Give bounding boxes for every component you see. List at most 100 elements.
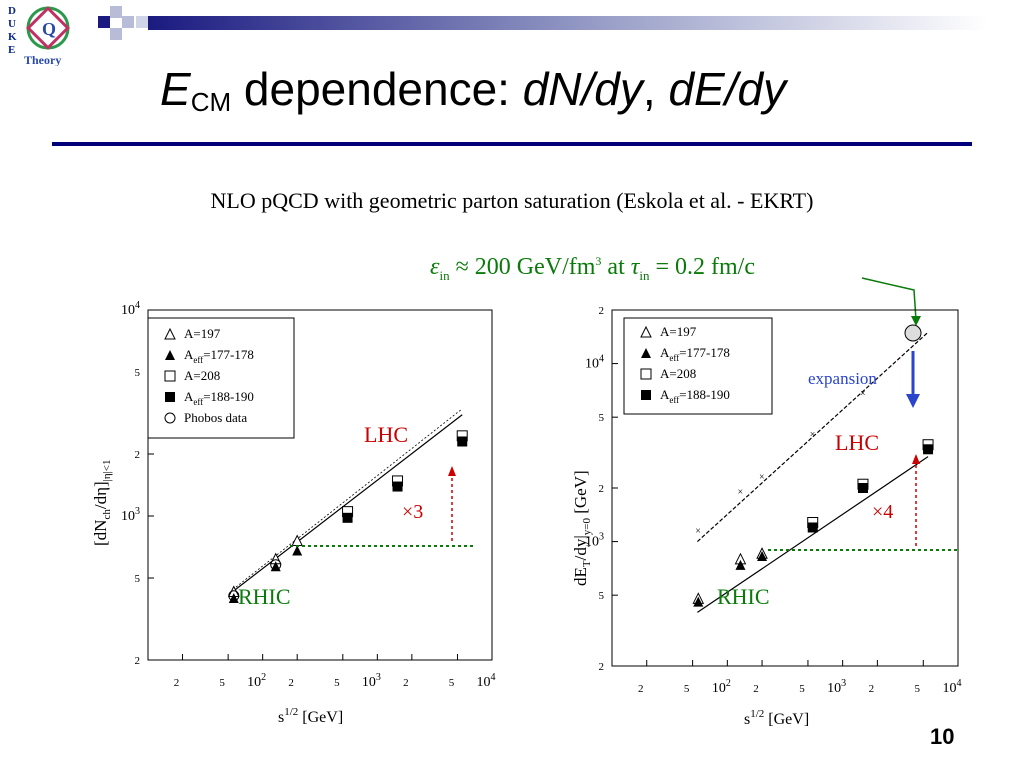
logo-text: Theory bbox=[24, 53, 61, 66]
annot-at: at bbox=[601, 254, 631, 280]
title-sub: CM bbox=[190, 87, 232, 117]
y-tick-label: 104 bbox=[121, 300, 140, 318]
title-dy2: /dy bbox=[724, 63, 787, 115]
x-tick-label: 2 bbox=[174, 677, 180, 689]
fit-line bbox=[697, 456, 929, 613]
x-tick-label: 103 bbox=[362, 672, 381, 690]
plot-frame bbox=[147, 309, 493, 661]
data-point bbox=[270, 559, 282, 571]
data-point: × bbox=[810, 429, 816, 440]
x-axis-label: s1/2 [GeV] bbox=[744, 708, 809, 728]
title-de: dE bbox=[668, 63, 725, 115]
x-tick-label: 5 bbox=[219, 677, 225, 689]
lhc-label: LHC bbox=[835, 430, 879, 455]
fit-line bbox=[696, 331, 929, 543]
data-point bbox=[342, 512, 353, 523]
x-tick-label: 5 bbox=[915, 683, 921, 695]
x-tick-label: 103 bbox=[827, 678, 846, 696]
page-title: ECM dependence: dN/dy, dE/dy bbox=[160, 66, 786, 115]
legend-marker bbox=[164, 327, 176, 340]
factor-label: ×3 bbox=[402, 501, 423, 523]
x-tick-label: 104 bbox=[477, 672, 496, 690]
header-decoration bbox=[98, 6, 988, 40]
x-tick-labels: 2 5 102 2 5 103 2 5 104 bbox=[638, 678, 962, 696]
title-dn: dN bbox=[522, 63, 582, 115]
annot-eps-sub: in bbox=[439, 267, 450, 283]
data-point: × bbox=[860, 388, 866, 399]
y-tick-label: 103 bbox=[121, 506, 140, 524]
x-tick-label: 102 bbox=[247, 672, 266, 690]
title-e: E bbox=[160, 63, 191, 115]
y-tick-label: 2 bbox=[599, 305, 605, 317]
data-points: × × × × × bbox=[692, 388, 934, 607]
y-tick-label: 2 bbox=[599, 661, 605, 673]
legend-label: Phobos data bbox=[184, 410, 247, 425]
logo-letter-d: D bbox=[8, 5, 16, 17]
x-ticks bbox=[646, 660, 959, 666]
legend-marker bbox=[165, 392, 175, 402]
y-tick-label: 2 bbox=[135, 655, 141, 667]
legend-marker bbox=[640, 325, 652, 338]
logo-letter-e: E bbox=[8, 44, 15, 56]
legend-marker bbox=[164, 370, 176, 382]
x-tick-label: 2 bbox=[753, 683, 759, 695]
svg-text:Q: Q bbox=[42, 19, 56, 39]
x-tick-label: 5 bbox=[799, 683, 805, 695]
annot-tau: τ bbox=[630, 254, 640, 280]
legend-marker bbox=[165, 350, 175, 360]
x-tick-labels: 2 5 102 2 5 103 2 5 104 bbox=[174, 672, 496, 690]
legend: A=197Aeff=177-178A=208Aeff=188-190Phobos… bbox=[147, 317, 295, 439]
slide-number: 10 bbox=[930, 724, 955, 749]
x-tick-label: 2 bbox=[638, 683, 644, 695]
logo-letter-k: K bbox=[8, 31, 17, 43]
data-point bbox=[392, 481, 403, 492]
data-point bbox=[292, 545, 303, 556]
x-ticks bbox=[182, 654, 493, 660]
legend-label: A=208 bbox=[184, 368, 220, 383]
chart-det-dy: 2 5 102 2 5 103 2 5 104 2 5 103 2 5 104 2 s1/2 [GeV] d… bbox=[571, 305, 962, 728]
y-tick-label: 5 bbox=[135, 573, 141, 585]
data-point: × bbox=[695, 526, 701, 537]
x-tick-label: 5 bbox=[334, 677, 340, 689]
increase-arrowhead bbox=[912, 454, 920, 464]
x-tick-label: 2 bbox=[869, 683, 875, 695]
data-points bbox=[227, 430, 468, 603]
legend-marker bbox=[164, 412, 176, 424]
y-tick-label: 5 bbox=[599, 412, 605, 424]
increase-arrowhead bbox=[448, 466, 456, 476]
legend-label: A=197 bbox=[660, 324, 697, 339]
fit-lines bbox=[696, 331, 929, 613]
x-tick-label: 2 bbox=[288, 677, 294, 689]
slide-subtitle: NLO pQCD with geometric parton saturatio… bbox=[210, 188, 814, 213]
duke-theory-logo: D U K E Q Theory bbox=[4, 2, 74, 67]
x-tick-label: 5 bbox=[449, 677, 455, 689]
legend-marker bbox=[641, 348, 651, 358]
x-tick-label: 102 bbox=[712, 678, 731, 696]
data-point: × bbox=[759, 472, 765, 483]
annot-rest: = 0.2 fm/c bbox=[649, 254, 755, 280]
legend-label: A=208 bbox=[660, 366, 696, 381]
expansion-label: expansion bbox=[808, 369, 877, 388]
legend-marker bbox=[640, 368, 652, 380]
logo-letter-u: U bbox=[8, 18, 16, 30]
annot-approx: ≈ 200 GeV/fm bbox=[449, 254, 596, 280]
data-point bbox=[757, 550, 768, 561]
y-tick-label: 104 bbox=[585, 354, 604, 372]
y-tick-labels: 2 5 103 2 5 104 bbox=[121, 300, 141, 667]
energy-density-annotation: εin ≈ 200 GeV/fm3 at τin = 0.2 fm/c bbox=[430, 254, 755, 284]
y-ticks bbox=[612, 309, 618, 667]
data-point bbox=[228, 590, 240, 602]
fit-line bbox=[232, 414, 463, 592]
y-tick-label: 2 bbox=[135, 449, 141, 461]
data-point bbox=[923, 444, 934, 455]
annot-tau-sub: in bbox=[639, 267, 650, 283]
legend-marker bbox=[641, 390, 651, 400]
x-tick-label: 2 bbox=[403, 677, 409, 689]
legend-label: A=197 bbox=[184, 326, 221, 341]
annot-eps: ε bbox=[430, 254, 440, 280]
chart-dnch-deta: 2 5 102 2 5 103 2 5 104 2 5 103 2 5 104 s1/2 [GeV] [d… bbox=[91, 300, 496, 726]
lhc-label: LHC bbox=[364, 422, 408, 447]
x-tick-label: 104 bbox=[943, 678, 962, 696]
x-axis-label: s1/2 [GeV] bbox=[278, 706, 343, 726]
data-point bbox=[291, 534, 303, 547]
